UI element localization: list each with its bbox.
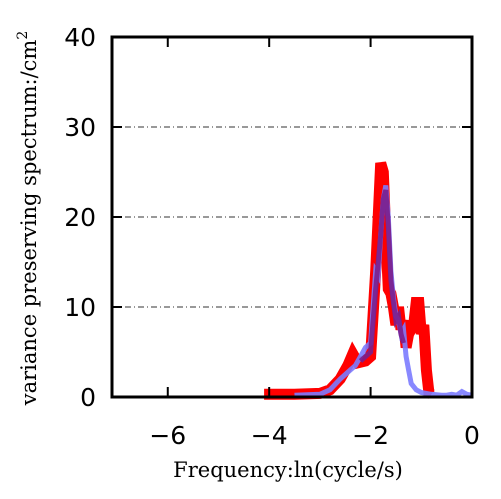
x-tick-label: −4 [251,421,288,450]
y-axis-label: variance preserving spectrum:/cm2 [15,31,41,407]
x-tick-label: −6 [149,421,186,450]
axis-ticks: −6 −4 −2 0 0 10 20 30 40 [64,23,480,450]
x-tick-label: 0 [464,421,480,450]
x-tick-label: −2 [352,421,389,450]
y-axis-label-superscript: 2 [15,31,31,40]
series-line-3 [358,189,406,363]
grid-lines [112,126,472,308]
y-axis-label-text: variance preserving spectrum:/cm [17,40,41,407]
x-axis-label: Frequency:ln(cycle/s) [173,458,403,482]
y-tick-label: 40 [64,23,96,52]
y-tick-label: 30 [64,113,96,142]
y-tick-label: 0 [80,383,96,412]
y-tick-label: 20 [64,203,96,232]
plot-series [264,161,473,400]
y-tick-label: 10 [64,293,96,322]
